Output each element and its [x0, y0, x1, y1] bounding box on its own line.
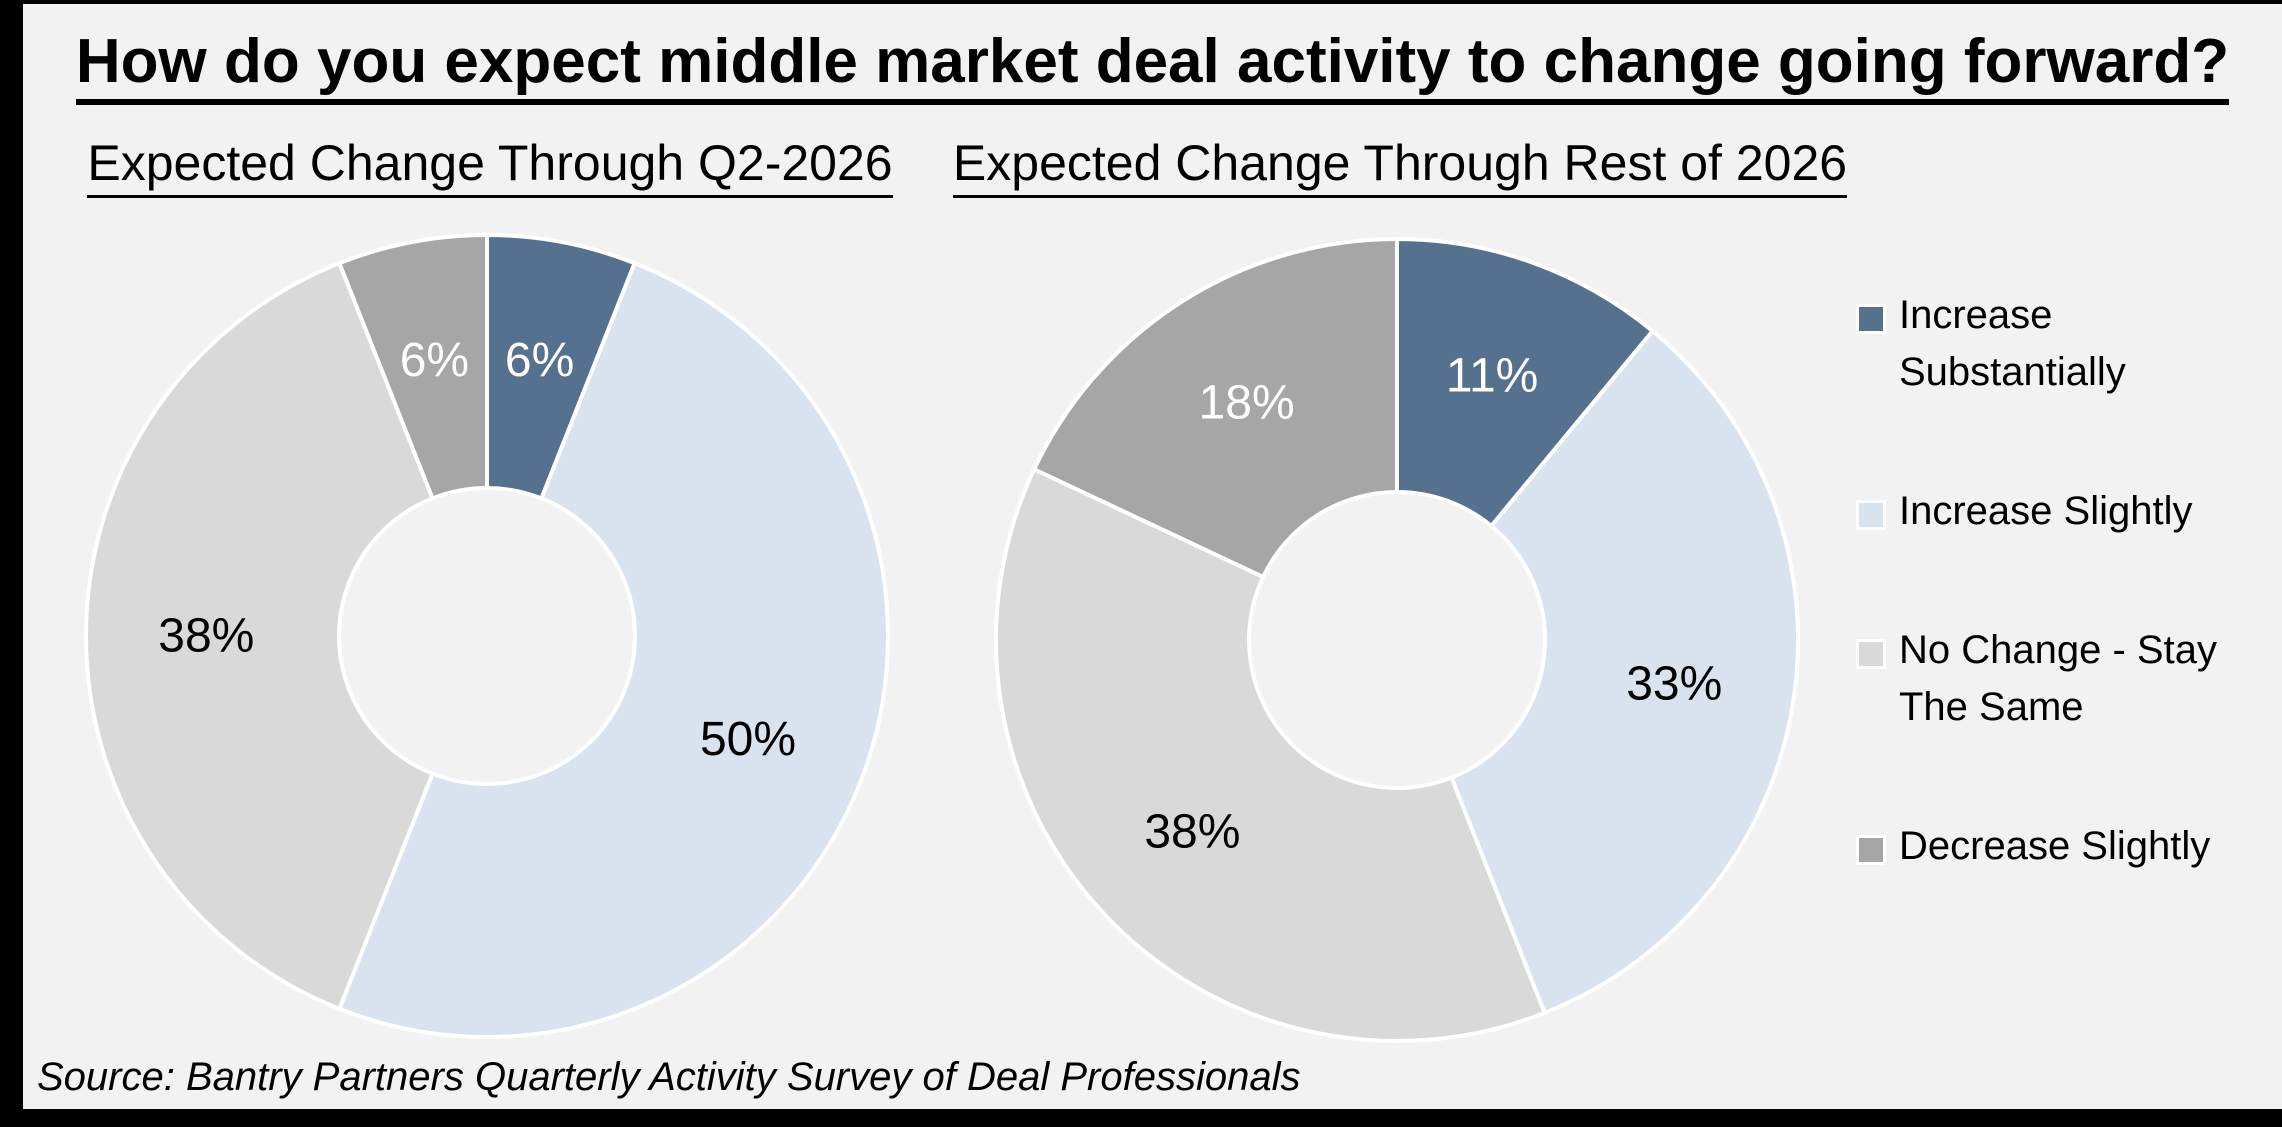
slide-background: How do you expect middle market deal act…: [23, 4, 2282, 1109]
legend: Increase Substantially Increase Slightly N…: [1856, 287, 2256, 957]
page-title: How do you expect middle market deal act…: [23, 26, 2282, 105]
pie-slice-increase-substantially: [1395, 236, 1656, 529]
pie-slice-no-change-stay-the-same: [994, 466, 1548, 1043]
legend-item: No Change - Stay The Same: [1856, 622, 2256, 736]
legend-item: Decrease Slightly: [1856, 818, 2256, 875]
pie-slice-decrease-slightly: [1031, 236, 1399, 580]
legend-swatch-icon: [1856, 304, 1886, 334]
donut-svg: 11% 33% 38% 18%: [994, 236, 1800, 1043]
pie-slice-decrease-slightly: [336, 232, 489, 501]
slice-label: 6%: [505, 334, 574, 387]
legend-item: Increase Substantially: [1856, 287, 2256, 401]
slice-label: 38%: [1144, 806, 1240, 859]
slice-label: 33%: [1626, 657, 1722, 710]
pie-slice-increase-slightly: [336, 260, 890, 1039]
donut-chart-rest-2026: 11% 33% 38% 18%: [992, 235, 1802, 1045]
slice-label: 11%: [1446, 349, 1539, 402]
donut-svg: 6% 50% 38% 6%: [84, 232, 890, 1039]
legend-item: Increase Slightly: [1856, 483, 2256, 540]
legend-label: Decrease Slightly: [1899, 824, 2211, 868]
pie-slice-increase-slightly: [1448, 328, 1800, 1016]
chart-title-rest-2026-text: Expected Change Through Rest of 2026: [952, 135, 1848, 198]
legend-swatch-icon: [1856, 500, 1886, 530]
source-note: Source: Bantry Partners Quarterly Activi…: [37, 1055, 1301, 1099]
legend-label: Increase Substantially: [1899, 293, 2126, 394]
page-title-text: How do you expect middle market deal act…: [75, 27, 2230, 105]
chart-title-q2-2026-text: Expected Change Through Q2-2026: [87, 135, 893, 198]
donut-chart-q2-2026: 6% 50% 38% 6%: [82, 231, 892, 1041]
legend-label: Increase Slightly: [1899, 489, 2193, 533]
legend-swatch-icon: [1856, 835, 1886, 865]
slice-label: 6%: [400, 334, 469, 387]
pie-slice-no-change-stay-the-same: [84, 260, 436, 1012]
chart-title-q2-2026: Expected Change Through Q2-2026: [40, 134, 940, 198]
slice-label: 18%: [1199, 376, 1295, 429]
legend-label: No Change - Stay The Same: [1899, 628, 2217, 729]
slice-label: 50%: [700, 713, 796, 766]
chart-title-rest-2026: Expected Change Through Rest of 2026: [950, 134, 1850, 198]
slice-label: 38%: [158, 610, 254, 663]
legend-swatch-icon: [1856, 639, 1886, 669]
